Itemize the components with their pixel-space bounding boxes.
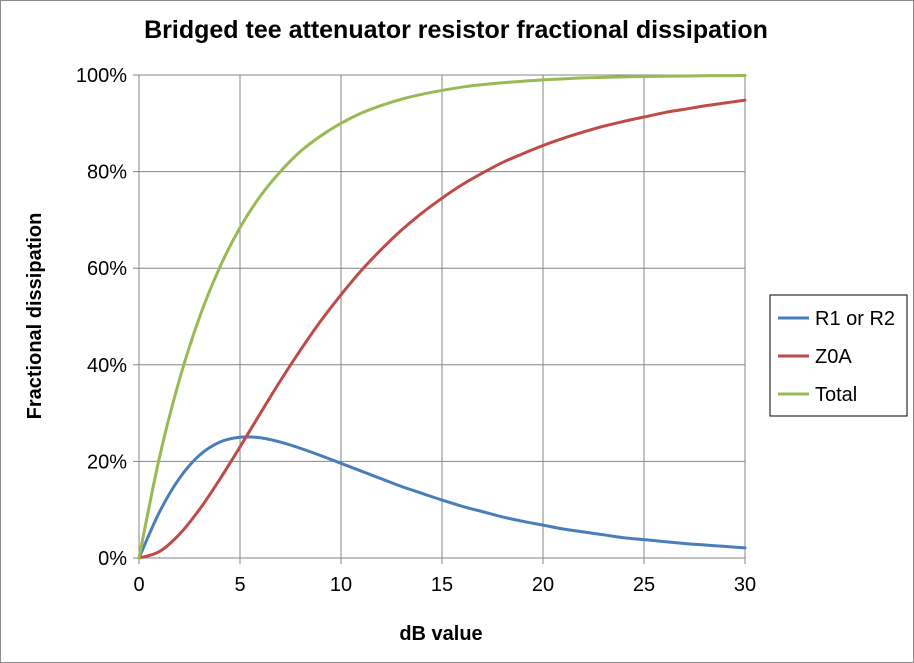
- x-tick-label: 20: [532, 574, 554, 596]
- series-line-0: [137, 435, 747, 560]
- x-tick-label: 15: [431, 574, 453, 596]
- legend: R1 or R2 Z0A Total: [769, 294, 908, 417]
- y-tick-labels: 0% 20% 40% 60% 80% 100%: [76, 65, 127, 570]
- series-lines: [137, 73, 747, 560]
- chart-title: Bridged tee attenuator resistor fraction…: [144, 16, 768, 44]
- gridlines: [139, 74, 746, 558]
- axes: [133, 74, 746, 564]
- legend-label-0: R1 or R2: [815, 308, 895, 330]
- x-axis-label: dB value: [399, 623, 482, 645]
- x-tick-label: 10: [330, 574, 352, 596]
- y-tick-label: 80%: [87, 162, 127, 184]
- x-tick-label: 30: [734, 574, 756, 596]
- series-line-1: [137, 98, 747, 560]
- x-tick-label: 25: [633, 574, 655, 596]
- y-tick-label: 60%: [87, 258, 127, 280]
- y-tick-label: 100%: [76, 65, 127, 87]
- y-tick-label: 20%: [87, 451, 127, 473]
- x-tick-labels: 0 5 10 15 20 25 30: [133, 574, 756, 596]
- series-line-2: [137, 73, 747, 560]
- y-axis-label: Fractional dissipation: [24, 213, 46, 420]
- y-tick-label: 40%: [87, 355, 127, 377]
- y-tick-label: 0%: [98, 548, 127, 570]
- legend-label-1: Z0A: [815, 346, 852, 368]
- x-tick-label: 0: [133, 574, 144, 596]
- x-tick-label: 5: [234, 574, 245, 596]
- legend-label-2: Total: [815, 384, 857, 406]
